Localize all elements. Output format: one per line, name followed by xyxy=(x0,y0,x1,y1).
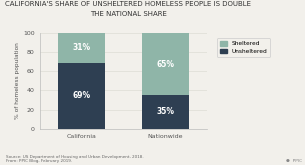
Bar xyxy=(58,33,105,63)
Legend: Sheltered, Unsheltered: Sheltered, Unsheltered xyxy=(217,38,270,57)
Text: CALIFORNIA'S SHARE OF UNSHELTERED HOMELESS PEOPLE IS DOUBLE: CALIFORNIA'S SHARE OF UNSHELTERED HOMELE… xyxy=(5,1,251,7)
Text: 31%: 31% xyxy=(73,43,91,52)
Text: 35%: 35% xyxy=(156,107,174,116)
Text: 69%: 69% xyxy=(73,91,91,100)
Bar xyxy=(58,63,105,129)
Bar xyxy=(142,95,189,129)
Y-axis label: % of homeless population: % of homeless population xyxy=(15,42,20,119)
Text: THE NATIONAL SHARE: THE NATIONAL SHARE xyxy=(90,11,167,17)
Text: ●  PPIC: ● PPIC xyxy=(286,159,302,163)
Bar xyxy=(142,33,189,95)
Text: 65%: 65% xyxy=(156,60,174,69)
Text: Source: US Department of Housing and Urban Development, 2018.
From: PPIC Blog, F: Source: US Department of Housing and Urb… xyxy=(6,155,144,163)
